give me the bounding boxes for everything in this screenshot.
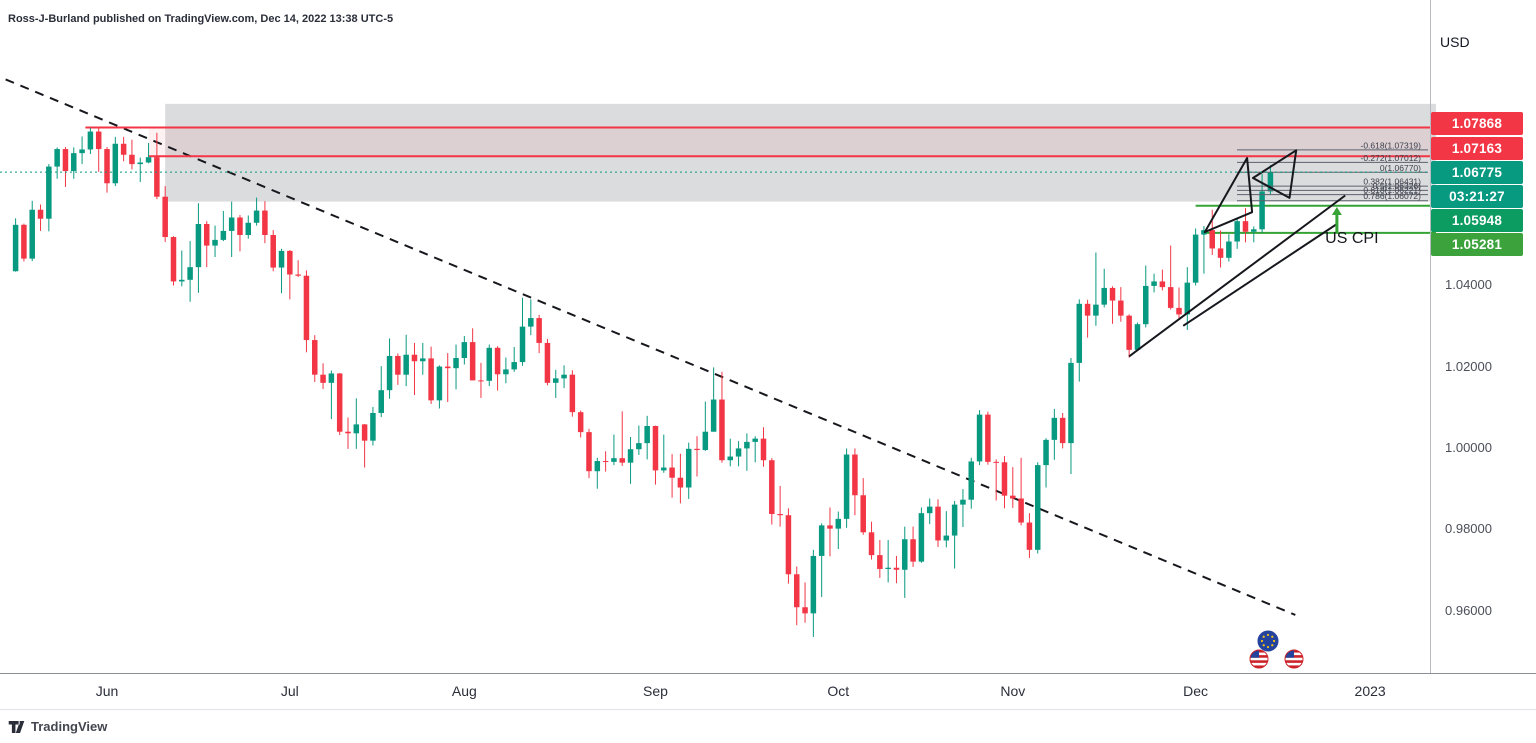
time-tick-label: Jun <box>95 683 119 699</box>
attribution-text: Ross-J-Burland published on TradingView.… <box>8 13 394 25</box>
price-axis-badge: 1.05948 <box>1431 209 1523 232</box>
fib-level-label: 0.382(1.06431) <box>1363 177 1421 187</box>
us-cpi-arrow-head <box>1331 207 1342 216</box>
resistance-zone[interactable] <box>148 127 1436 157</box>
us-flag-icon[interactable] <box>1249 649 1269 669</box>
price-tick-label: 1.00000 <box>1445 440 1492 455</box>
time-tick-label: Aug <box>451 683 477 699</box>
bottom-bar: TradingView <box>0 709 1536 743</box>
us-flag-icon[interactable] <box>1284 649 1304 669</box>
us-cpi-annotation[interactable]: US CPI <box>1325 230 1378 247</box>
price-axis-badge: 1.05281 <box>1431 233 1523 256</box>
price-tick-label: 0.96000 <box>1445 602 1492 618</box>
tradingview-wordmark[interactable]: TradingView <box>31 719 108 734</box>
price-axis[interactable]: 1.04000 1.02000 1.00000 0.98000 0.96000 1.078… <box>1430 0 1536 673</box>
time-tick-label: Oct <box>827 683 850 699</box>
candles-series[interactable] <box>12 127 1274 637</box>
time-tick-label: 2023 <box>1354 683 1386 699</box>
time-tick-label: Dec <box>1183 683 1209 699</box>
fib-level-label: 0.618(1.06221) <box>1363 185 1421 195</box>
rising-wedge-line-2[interactable] <box>1182 223 1338 327</box>
fib-level-label: 0.786(1.06072) <box>1363 191 1421 201</box>
candlestick-chart[interactable]: -0.618(1.07319) -0.272(1.07012)0(1.06770)… <box>0 0 1436 673</box>
price-tick-label: 1.04000 <box>1445 277 1492 293</box>
time-tick-label: Sep <box>643 683 668 699</box>
descending-dashed-trendline[interactable] <box>5 78 1296 616</box>
time-tick-label: Jul <box>280 683 299 699</box>
fib-level-label: 0.5(1.06326) <box>1373 181 1421 191</box>
fib-level-label: -0.618(1.07319) <box>1361 140 1422 150</box>
eu-flag-icon[interactable] <box>1256 629 1280 653</box>
tradingview-logo-icon[interactable] <box>8 720 25 734</box>
rising-wedge-line-1[interactable] <box>1128 194 1346 358</box>
price-tick-label: 0.98000 <box>1445 521 1492 537</box>
supply-zone[interactable] <box>165 103 1436 202</box>
price-axis-badge: 1.06775 <box>1431 161 1523 184</box>
time-axis[interactable]: Jun Jul Aug Sep Oct Nov Dec 2023 <box>0 673 1536 710</box>
price-axis-badge: 1.07868 <box>1431 112 1523 135</box>
price-tick-label: 1.02000 <box>1445 358 1492 374</box>
fib-level-label: 0(1.06770) <box>1380 163 1421 173</box>
currency-label: USD <box>1440 34 1470 50</box>
fib-retracement[interactable]: -0.618(1.07319) -0.272(1.07012)0(1.06770)… <box>1237 140 1428 202</box>
fib-level-label: -0.272(1.07012) <box>1361 153 1422 163</box>
pennant-drawing-1[interactable] <box>1203 157 1254 234</box>
price-axis-badge: 1.07163 <box>1431 137 1523 160</box>
time-tick-label: Nov <box>1000 683 1026 699</box>
pennant-drawing-2[interactable] <box>1252 149 1298 199</box>
price-axis-badge: 03:21:27 <box>1431 185 1523 208</box>
